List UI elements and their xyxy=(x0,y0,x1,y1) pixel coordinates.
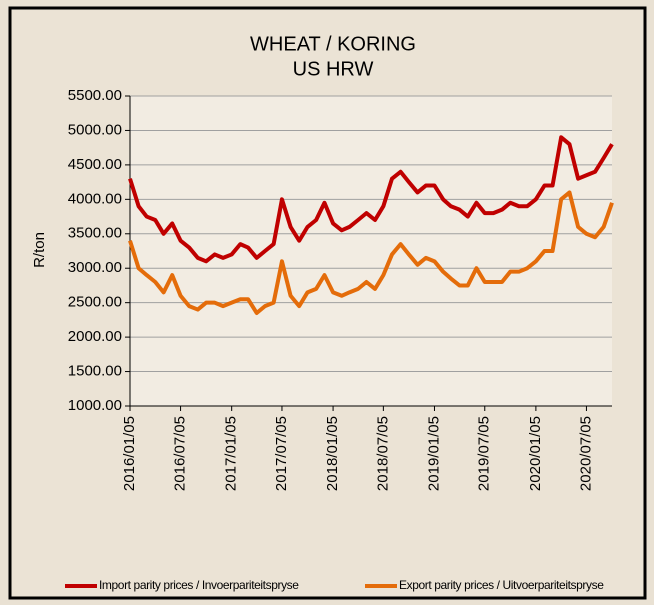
x-tick-label: 2019/07/05 xyxy=(476,416,493,491)
series-line xyxy=(128,190,614,315)
y-axis-label: R/ton xyxy=(31,232,48,268)
y-tick-label: 5000.00 xyxy=(68,121,122,138)
x-tick-label: 2020/07/05 xyxy=(577,416,594,491)
x-tick-label: 2016/07/05 xyxy=(172,416,189,491)
x-tick-label: 2018/01/05 xyxy=(324,416,341,491)
x-tick-label: 2017/01/05 xyxy=(223,416,240,491)
x-tick-label: 2016/01/05 xyxy=(121,416,138,491)
y-tick-label: 4000.00 xyxy=(68,190,122,207)
y-tick-label: 3500.00 xyxy=(68,225,122,242)
y-tick-label: 5500.00 xyxy=(68,87,122,104)
y-tick-label: 3000.00 xyxy=(68,259,122,276)
chart-subtitle: US HRW xyxy=(293,58,374,80)
legend-label: Import parity prices / Invoerpariteitspr… xyxy=(99,578,299,592)
y-tick-label: 1000.00 xyxy=(68,397,122,414)
x-tick-label: 2018/07/05 xyxy=(374,416,391,491)
y-tick-label: 2500.00 xyxy=(68,294,122,311)
y-tick-label: 4500.00 xyxy=(68,156,122,173)
legend-label: Export parity prices / Uitvoerpariteitsp… xyxy=(399,578,604,592)
x-tick-label: 2019/01/05 xyxy=(425,416,442,491)
plot-area xyxy=(130,96,612,406)
y-tick-label: 2000.00 xyxy=(68,328,122,345)
chart-title: WHEAT / KORING xyxy=(250,33,416,55)
x-tick-label: 2020/01/05 xyxy=(527,416,544,491)
y-tick-label: 1500.00 xyxy=(68,363,122,380)
series-line xyxy=(128,135,614,264)
x-tick-label: 2017/07/05 xyxy=(273,416,290,491)
